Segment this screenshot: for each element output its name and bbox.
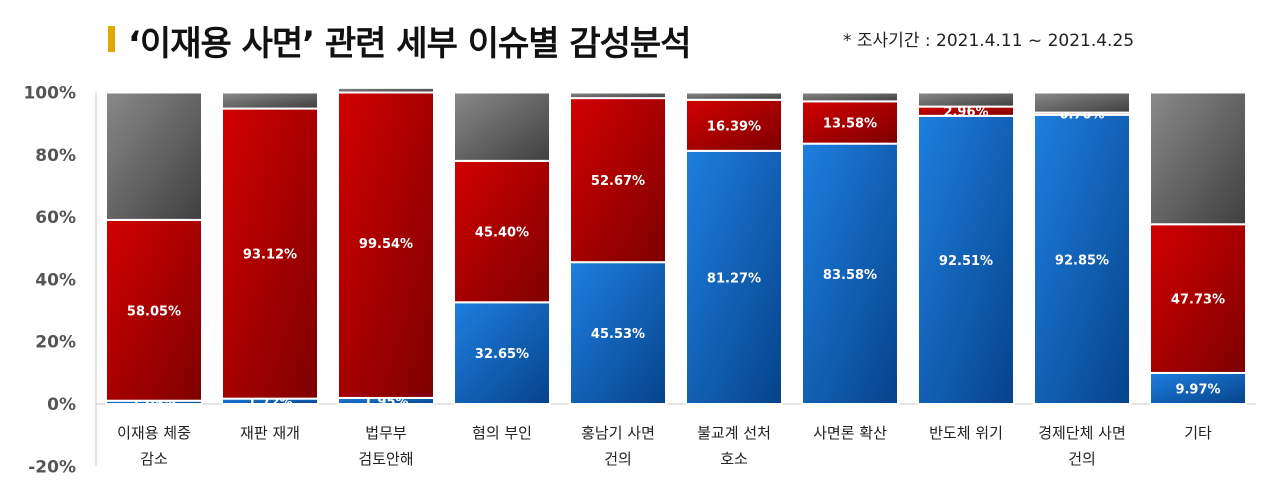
x-tick-label: 법무부 xyxy=(365,424,407,442)
bar-segment xyxy=(1033,91,1131,114)
title-accent-bar xyxy=(108,26,115,52)
bar-segment xyxy=(453,301,551,406)
bar-segment xyxy=(569,261,667,405)
y-tick-label: 60% xyxy=(35,208,76,228)
y-tick-label: 0% xyxy=(47,395,76,415)
data-label: 83.58% xyxy=(823,268,877,283)
bar-segment xyxy=(453,91,551,162)
x-tick-label: 기타 xyxy=(1184,424,1212,442)
chart-title: ‘이재용 사면’ 관련 세부 이슈별 감성분석 xyxy=(128,24,691,64)
bar-segment xyxy=(337,86,435,399)
data-label: 58.05% xyxy=(127,304,181,319)
bar-segment xyxy=(801,91,899,103)
bar-segment xyxy=(221,91,319,110)
data-label: 52.67% xyxy=(591,174,645,189)
y-tick-label: 100% xyxy=(23,84,76,104)
x-tick-label: 건의 xyxy=(1068,450,1096,468)
data-label: 81.27% xyxy=(707,271,761,286)
data-label: 92.51% xyxy=(939,254,993,269)
y-tick-label: -20% xyxy=(28,457,76,477)
y-tick-label: 40% xyxy=(35,270,76,290)
bar-segment xyxy=(917,114,1015,405)
data-label: 45.53% xyxy=(591,327,645,342)
x-tick-label: 경제단체 사면 xyxy=(1038,424,1126,442)
x-tick-label: 감소 xyxy=(140,450,168,468)
x-tick-label: 사면론 확산 xyxy=(813,424,887,442)
bar-segment xyxy=(105,218,203,402)
x-tick-label: 불교계 선처 xyxy=(697,424,771,442)
x-tick-label: 이재용 체중 xyxy=(117,424,191,442)
data-label: 16.39% xyxy=(707,119,761,134)
x-tick-label: 건의 xyxy=(604,450,632,468)
bar-segment xyxy=(801,142,899,406)
bar-segment xyxy=(1149,371,1247,405)
bar-segment xyxy=(1149,91,1247,226)
data-label: 2.96% xyxy=(943,105,988,120)
bar-segment xyxy=(685,149,783,405)
bar-segment xyxy=(685,91,783,101)
bar-segment xyxy=(337,86,435,94)
x-tick-label: 반도체 위기 xyxy=(929,424,1003,442)
x-tick-label: 혐의 부인 xyxy=(472,424,532,442)
data-label: 32.65% xyxy=(475,347,529,362)
x-tick-label: 재판 재개 xyxy=(240,424,300,442)
bar-segment xyxy=(1149,223,1247,374)
data-label: 13.58% xyxy=(823,116,877,131)
data-label: 45.40% xyxy=(475,226,529,241)
bar-segment xyxy=(453,159,551,304)
data-label: 93.12% xyxy=(243,248,297,263)
data-label: 47.73% xyxy=(1171,293,1225,308)
data-label: 92.85% xyxy=(1055,253,1109,268)
x-tick-label: 홍남기 사면 xyxy=(581,424,655,442)
x-tick-label: 호소 xyxy=(720,450,748,468)
data-label: 99.54% xyxy=(359,237,413,252)
bar-segment xyxy=(685,98,783,152)
y-tick-label: 20% xyxy=(35,333,76,353)
data-label: 9.97% xyxy=(1175,382,1220,397)
survey-period: * 조사기간 : 2021.4.11 ~ 2021.4.25 xyxy=(843,31,1135,51)
bar-segment xyxy=(917,91,1015,108)
x-tick-label: 검토안해 xyxy=(358,450,413,468)
y-tick-label: 80% xyxy=(35,146,76,166)
bar-segment xyxy=(105,91,203,221)
bar-segment xyxy=(569,91,667,100)
bar-segment xyxy=(1033,113,1131,405)
